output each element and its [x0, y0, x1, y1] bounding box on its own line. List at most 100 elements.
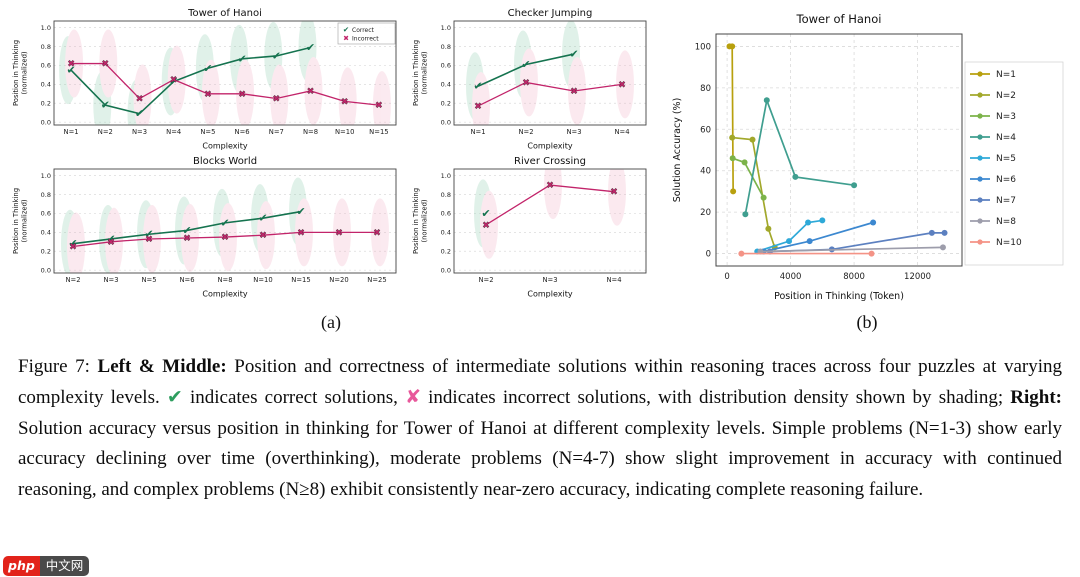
- svg-text:✖: ✖: [522, 78, 530, 88]
- svg-text:✔: ✔: [106, 232, 115, 245]
- svg-text:✖: ✖: [343, 35, 349, 43]
- svg-text:N=7: N=7: [269, 128, 284, 136]
- svg-text:Correct: Correct: [352, 27, 375, 34]
- svg-text:✔: ✔: [203, 62, 212, 75]
- panel-b-label: (b): [856, 312, 878, 332]
- svg-text:✖: ✖: [204, 90, 212, 100]
- svg-text:Incorrect: Incorrect: [352, 36, 379, 43]
- svg-text:✖: ✖: [69, 243, 77, 253]
- svg-text:Solution Accuracy (%): Solution Accuracy (%): [672, 98, 683, 203]
- svg-text:0.2: 0.2: [441, 248, 451, 256]
- svg-text:N=10: N=10: [996, 238, 1022, 248]
- svg-text:N=8: N=8: [303, 128, 318, 136]
- svg-text:✖: ✖: [335, 228, 343, 238]
- svg-text:✔: ✔: [521, 58, 530, 71]
- svg-text:40: 40: [700, 167, 711, 177]
- svg-text:0.0: 0.0: [41, 118, 51, 126]
- svg-text:✖: ✖: [221, 233, 229, 243]
- svg-text:N=6: N=6: [996, 175, 1016, 185]
- svg-text:Tower of Hanoi: Tower of Hanoi: [187, 8, 262, 19]
- chart-svg: 0.00.20.40.60.81.0✔✖✖✖N=2 N=3 N=4Complexit…: [412, 156, 647, 299]
- svg-text:✖: ✖: [341, 97, 349, 107]
- svg-text:Complexity: Complexity: [527, 290, 572, 299]
- caption-segment: indicates correct solutions,: [182, 387, 406, 409]
- svg-text:0.6: 0.6: [41, 210, 51, 218]
- svg-text:0.8: 0.8: [41, 191, 51, 199]
- svg-text:N=8: N=8: [217, 276, 232, 284]
- svg-text:N=6: N=6: [235, 128, 250, 136]
- watermark-php-badge: php: [3, 556, 40, 576]
- svg-text:✖: ✖: [375, 101, 383, 111]
- svg-text:✔: ✔: [135, 107, 144, 120]
- svg-text:4000: 4000: [780, 272, 802, 282]
- svg-text:✖: ✖: [297, 228, 305, 238]
- svg-text:1.0: 1.0: [441, 24, 451, 32]
- svg-text:0.4: 0.4: [441, 81, 451, 89]
- watermark: php 中文网: [3, 556, 90, 576]
- svg-text:N=3: N=3: [996, 112, 1016, 122]
- svg-text:✔: ✔: [272, 49, 281, 62]
- svg-text:✔: ✔: [68, 237, 77, 250]
- svg-text:0: 0: [724, 272, 729, 282]
- svg-text:✔: ✔: [258, 212, 267, 225]
- plot-blocks-world: 0.0 0.2 0.4 0.6 0.8 1.0 ✔ ✔ ✔ ✔ ✔ ✔ ✔ ✖ ✖ ✖ ✖ ✖ ✖ ✖ ✖ ✖ N=2 N=3…: [10, 154, 402, 300]
- svg-text:N=2: N=2: [98, 128, 113, 136]
- svg-text:N=2: N=2: [65, 276, 80, 284]
- caption-segment: Solution accuracy versus position in thi…: [18, 417, 1062, 500]
- watermark-cn-text: 中文网: [39, 556, 90, 576]
- svg-text:N=6: N=6: [179, 276, 194, 284]
- svg-text:✔: ✔: [220, 216, 229, 229]
- svg-text:(normalized): (normalized): [21, 199, 29, 242]
- caption-segment: ✔: [166, 386, 183, 409]
- svg-text:N=4: N=4: [166, 128, 181, 136]
- svg-text:✖: ✖: [136, 95, 144, 105]
- svg-text:Position in Thinking: Position in Thinking: [412, 40, 420, 106]
- svg-text:✔: ✔: [481, 207, 490, 220]
- svg-text:0.2: 0.2: [41, 248, 51, 256]
- svg-text:River Crossing: River Crossing: [514, 156, 586, 167]
- svg-text:12000: 12000: [904, 272, 931, 282]
- svg-text:0: 0: [706, 250, 711, 260]
- svg-text:✖: ✖: [474, 102, 482, 112]
- svg-text:0.4: 0.4: [41, 81, 51, 89]
- svg-text:✖: ✖: [618, 80, 626, 90]
- caption-segment: Position and correctness of intermediate…: [18, 356, 1062, 409]
- svg-text:✖: ✖: [170, 76, 178, 86]
- svg-text:✖: ✖: [482, 221, 490, 231]
- svg-text:0.0: 0.0: [441, 266, 451, 274]
- svg-text:N=1: N=1: [470, 128, 485, 136]
- svg-text:✖: ✖: [610, 188, 618, 198]
- svg-text:✖: ✖: [67, 60, 75, 70]
- svg-text:100: 100: [695, 42, 711, 52]
- svg-text:✖: ✖: [273, 95, 281, 105]
- svg-text:0.8: 0.8: [441, 191, 451, 199]
- svg-text:80: 80: [700, 84, 711, 94]
- svg-text:✖: ✖: [373, 228, 381, 238]
- svg-text:20: 20: [700, 208, 711, 218]
- caption-segment: indicates incorrect solutions, with dist…: [420, 387, 1011, 409]
- svg-text:0.0: 0.0: [441, 118, 451, 126]
- svg-text:✔: ✔: [144, 228, 153, 241]
- svg-text:✖: ✖: [145, 235, 153, 245]
- svg-text:60: 60: [700, 125, 711, 135]
- plot-accuracy-vs-position: 0 20 40 60 80 100 0 4000 8000 12000 Tower of Hanoi…: [666, 8, 1068, 308]
- svg-text:✔: ✔: [306, 41, 315, 54]
- svg-text:0.4: 0.4: [41, 229, 51, 237]
- svg-text:N=4: N=4: [606, 276, 621, 284]
- svg-text:1.0: 1.0: [441, 172, 451, 180]
- svg-text:Position in Thinking: Position in Thinking: [12, 40, 20, 106]
- plot-checker-jumping: 0.0 0.2 0.4 0.6 0.8 1.0 ✔ ✔ ✔ ✖ ✖ ✖ ✖ N=1 N=2 N=3 N=4 Com…: [410, 6, 652, 152]
- svg-text:0.6: 0.6: [441, 210, 451, 218]
- svg-text:(normalized): (normalized): [21, 51, 29, 94]
- svg-text:N=4: N=4: [996, 133, 1016, 143]
- svg-text:N=4: N=4: [614, 128, 629, 136]
- caption-segment: Left & Middle:: [97, 356, 227, 377]
- figure-caption: Figure 7: Left & Middle: Position and co…: [18, 352, 1062, 505]
- svg-text:Position in Thinking: Position in Thinking: [12, 188, 20, 254]
- chart-svg: 0 20 40 60 80 100 0 4000 8000 12000 Tower of Hanoi…: [672, 12, 1064, 302]
- svg-text:0.8: 0.8: [41, 43, 51, 51]
- svg-text:Complexity: Complexity: [202, 290, 247, 299]
- svg-text:✖: ✖: [570, 87, 578, 97]
- svg-text:✔: ✔: [296, 205, 305, 218]
